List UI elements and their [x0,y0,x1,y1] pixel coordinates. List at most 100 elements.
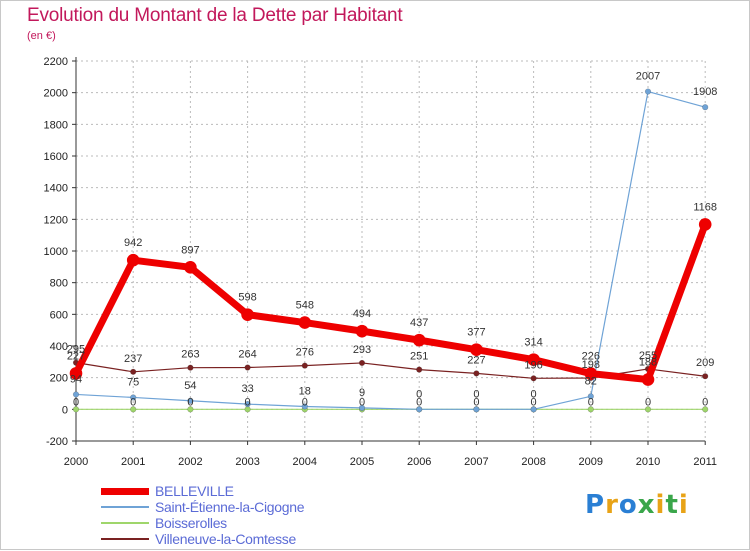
data-label: 255 [639,350,657,362]
data-label: 1168 [693,201,717,213]
y-tick-label: 600 [50,309,68,321]
data-label: 54 [184,380,196,392]
series-point [358,404,366,412]
series-point [584,367,598,380]
data-label: 0 [416,396,422,408]
data-label: 0 [359,396,365,408]
series-point [301,403,308,410]
logo-letter: x [637,490,656,520]
chart-title: Evolution du Montant de la Dette par Hab… [27,5,403,26]
data-label: 196 [524,359,542,371]
series-point [473,406,480,413]
legend-label: Boisserolles [155,515,227,531]
series-point [702,406,709,413]
x-tick-label: 2005 [350,456,374,468]
series-1 [72,88,709,413]
data-label: 237 [124,353,142,365]
logo-letter: t [665,490,679,520]
data-label: 276 [296,347,314,359]
x-tick-label: 2000 [64,456,88,468]
series-0 [69,218,712,386]
data-label: 33 [241,383,253,395]
legend-label: Villeneuve-la-Comtesse [155,531,296,547]
data-label: 264 [238,349,256,361]
series-point [530,375,537,382]
series-point [126,253,140,267]
series-point [412,333,426,347]
data-label: 198 [582,359,600,371]
legend-swatch [101,487,149,495]
logo-letter: i [655,490,666,520]
y-tick-label: 2000 [44,88,68,100]
data-label: 2007 [636,71,660,83]
series-line [72,220,709,384]
data-label: 82 [585,375,597,387]
axes: -200020040060080010001200140016001800200… [44,56,718,468]
data-label: 598 [238,292,256,304]
series-2 [72,406,709,413]
series-point [72,406,80,413]
y-tick-label: 400 [50,341,68,353]
data-label: 0 [130,396,136,408]
x-tick-label: 2006 [407,456,431,468]
data-label: 0 [73,396,79,408]
series-point [470,343,483,356]
data-label: 0 [245,396,251,408]
series-point [241,308,254,321]
data-label: 9 [359,387,365,399]
grid-lines [75,60,706,442]
series-point [187,397,194,404]
series-point [702,373,709,380]
data-label: 0 [416,388,422,400]
series-point [187,406,194,413]
legend-swatch [101,538,149,540]
x-tick-label: 2007 [464,456,488,468]
series-point [130,394,137,401]
data-label: 437 [410,317,428,329]
data-label: 75 [127,376,139,388]
series-layer [69,88,712,413]
series-point [72,391,80,398]
series-point [644,406,652,413]
x-tick-label: 2004 [293,456,317,468]
data-label: 0 [588,396,594,408]
data-labels-layer: 227 942 897 598 548 494 437 377 314 226 188 1168 94 7… [67,71,718,409]
series-point [69,367,83,380]
y-tick-label: 1200 [44,214,68,226]
data-label: 295 [67,344,85,356]
series-line [75,90,706,410]
data-label: 0 [531,396,537,408]
series-point [416,406,423,413]
data-label: 0 [187,396,193,408]
logo-letter: o [618,490,638,520]
proxiti-logo: Proxiti [585,490,689,520]
data-label: 897 [181,244,199,256]
data-label: 314 [524,337,542,349]
data-label: 0 [645,396,651,408]
series-point [130,406,137,413]
series-point [301,362,308,369]
y-tick-label: 800 [50,278,68,290]
data-label: 0 [702,396,708,408]
series-point [416,366,423,373]
series-point [130,368,137,375]
x-tick-label: 2011 [693,456,717,468]
y-tick-label: -200 [46,436,68,448]
series-point [184,261,197,274]
x-tick-label: 2003 [235,456,259,468]
data-label: 1908 [693,86,717,98]
data-label: 18 [299,385,311,397]
data-label: 263 [181,349,199,361]
x-tick-label: 2001 [121,456,145,468]
y-tick-label: 1800 [44,119,68,131]
series-point [358,359,366,367]
y-tick-label: 0 [62,404,68,416]
x-tick-label: 2009 [579,456,603,468]
x-tick-label: 2010 [636,456,660,468]
series-point [644,88,652,95]
series-point [702,104,709,111]
series-point [530,406,537,413]
data-label: 226 [582,351,600,363]
series-point [698,218,712,231]
y-tick-label: 1400 [44,183,68,195]
